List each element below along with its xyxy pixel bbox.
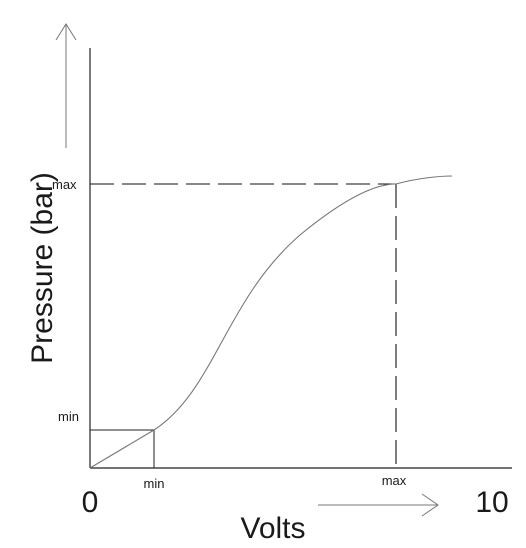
- x-max-label: max: [382, 473, 407, 488]
- x-end-label: 10: [475, 486, 508, 519]
- x-axis-title: Volts: [240, 512, 305, 545]
- response-curve: [89, 175, 453, 469]
- y-min-label: min: [58, 409, 79, 424]
- x-origin-label: 0: [82, 486, 99, 519]
- y-max-label: max: [52, 177, 77, 192]
- y-direction-arrow: [55, 23, 77, 148]
- x-direction-arrow: [318, 493, 439, 517]
- y-axis-title: Pressure (bar): [26, 172, 59, 364]
- x-min-label: min: [144, 476, 165, 491]
